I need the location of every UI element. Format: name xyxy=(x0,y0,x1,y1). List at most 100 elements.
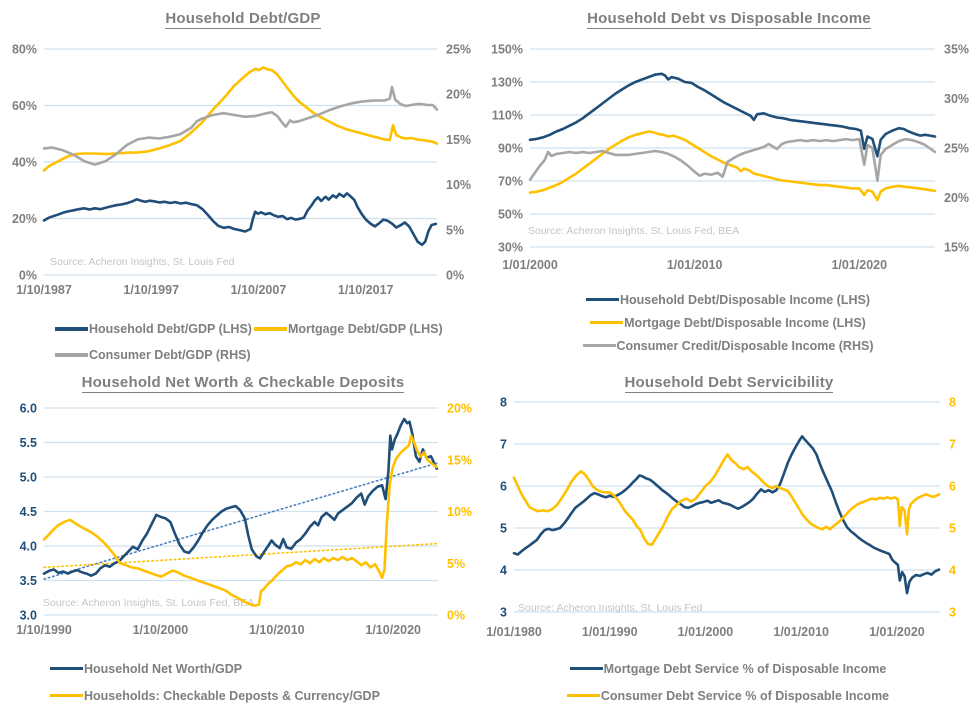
y-axis-tick-label-left: 70% xyxy=(498,175,523,189)
y-axis-tick-label-right: 10% xyxy=(446,178,471,192)
legend-item: Household Debt/GDP (LHS) xyxy=(55,322,252,336)
y-axis-tick-label-right: 25% xyxy=(944,142,969,156)
legend-row: Consumer Debt/GDP (RHS) xyxy=(0,342,486,365)
legend-swatch-icon xyxy=(585,297,619,302)
y-axis-tick-label-left: 130% xyxy=(491,76,523,90)
y-axis-tick-label-right: 0% xyxy=(447,609,465,623)
source-note: Source: Acheron Insights, St. Louis Fed xyxy=(50,256,235,268)
y-axis-tick-label-right: 15% xyxy=(944,241,969,255)
x-axis-tick-label: 1/10/1997 xyxy=(123,283,179,297)
legend-row: Mortgage Debt/Disposable Income (LHS) xyxy=(486,311,972,334)
series-line xyxy=(42,417,439,577)
legend-row: Mortgage Debt Service % of Disposable In… xyxy=(486,655,972,682)
legend-item: Consumer Debt/GDP (RHS) xyxy=(55,348,251,362)
y-axis-tick-label-left: 90% xyxy=(498,142,523,156)
y-axis-tick-label-left: 4.0 xyxy=(20,540,37,554)
x-axis-tick-label: 1/01/2020 xyxy=(831,258,887,272)
legend-series-label: Mortgage Debt Service % of Disposable In… xyxy=(603,661,887,676)
legend-row: Consumer Credit/Disposable Income (RHS) xyxy=(486,334,972,357)
y-axis-tick-label-right: 20% xyxy=(944,191,969,205)
y-axis-tick-label-right: 20% xyxy=(446,88,471,102)
legend-series-label: Household Debt/Disposable Income (LHS) xyxy=(619,292,871,307)
net-worth-checkable-deposits-plot-canvas: 3.0 3.5 4.0 4.5 5.0 5.5 6.0 0% 5% 10% 15% 20% 1/10/1… xyxy=(16,402,472,638)
legend-series-label: Mortgage Debt/GDP (LHS) xyxy=(287,322,443,336)
legend-item: Mortgage Debt Service % of Disposable In… xyxy=(569,661,887,676)
y-axis-tick-label-left: 30% xyxy=(498,241,523,255)
x-axis-tick-label: 1/10/1990 xyxy=(16,623,72,637)
legend-item: Household Debt/Disposable Income (LHS) xyxy=(585,292,871,307)
legend-swatch-icon xyxy=(50,666,83,671)
chart-title: Household Debt vs Disposable Income xyxy=(486,8,972,30)
y-axis-tick-label-left: 5.0 xyxy=(20,471,37,485)
y-axis-tick-label-left: 3.0 xyxy=(20,609,37,623)
y-axis-tick-label-right: 7 xyxy=(949,438,956,452)
chart-net-worth-checkable-deposits: Household Net Worth & Checkable Deposits… xyxy=(0,365,486,711)
chart-title-text: Household Net Worth & Checkable Deposits xyxy=(81,374,405,393)
y-axis-tick-label-left: 5 xyxy=(500,522,507,536)
chart-title-text: Household Debt vs Disposable Income xyxy=(587,10,871,29)
legend-swatch-icon xyxy=(55,327,88,331)
y-axis-tick-label-left: 20% xyxy=(12,212,37,226)
legend-row: Consumer Debt Service % of Disposable In… xyxy=(486,682,972,709)
chart-title: Household Debt/GDP xyxy=(0,8,486,30)
chart-title-text: Household Debt/GDP xyxy=(165,10,321,29)
y-axis-tick-label-right: 20% xyxy=(447,402,472,416)
y-axis-tick-label-left: 6.0 xyxy=(20,402,37,416)
legend-item: Households: Checkable Deposts & Currency… xyxy=(50,689,380,703)
x-axis-tick-label: 1/01/2010 xyxy=(773,625,829,639)
legend-series-label: Mortgage Debt/Disposable Income (LHS) xyxy=(624,315,866,330)
y-axis-tick-label-right: 35% xyxy=(944,43,969,57)
household-debt-gdp-plot-canvas: 0% 20% 40% 60% 80% 0% 5% 10% 15% 20% 25% 1/10/1987 1… xyxy=(12,43,471,298)
legend-series-label: Household Debt/GDP (LHS) xyxy=(89,322,252,336)
legend-row: Household Debt/GDP (LHS) Mortgage Debt/GD… xyxy=(0,316,486,342)
series-line xyxy=(528,72,937,158)
y-axis-tick-label-right: 8 xyxy=(949,397,956,410)
debt-vs-disposable-income-plot-canvas: 30% 50% 70% 90% 110% 130% 150% 15% 20% 25% 30% 35% 1… xyxy=(491,43,969,273)
y-axis-tick-label-left: 50% xyxy=(498,208,523,222)
y-axis-tick-label-left: 0% xyxy=(19,269,37,283)
y-axis-tick-label-right: 30% xyxy=(944,92,969,106)
series-line xyxy=(512,435,941,595)
y-axis-tick-label-left: 6 xyxy=(500,480,507,494)
series-line xyxy=(512,453,941,547)
series-line xyxy=(42,192,438,247)
legend-series-label: Household Net Worth/GDP xyxy=(84,661,243,676)
legend-swatch-icon xyxy=(582,343,616,348)
y-axis-tick-label-right: 15% xyxy=(447,453,472,467)
chart-legend: Household Debt/GDP (LHS) Mortgage Debt/GD… xyxy=(0,316,486,365)
y-axis-tick-label-left: 8 xyxy=(500,397,507,410)
x-axis-tick-label: 1/01/2000 xyxy=(678,625,734,639)
legend-series-label: Consumer Debt/GDP (RHS) xyxy=(89,348,251,362)
chart-title: Household Net Worth & Checkable Deposits xyxy=(0,372,486,394)
legend-item: Consumer Credit/Disposable Income (RHS) xyxy=(582,338,874,353)
y-axis-tick-label-left: 4.5 xyxy=(20,505,37,519)
legend-row: Households: Checkable Deposts & Currency… xyxy=(0,682,486,709)
source-note: Source: Acheron Insights, St. Louis Fed,… xyxy=(43,597,254,609)
legend-row: Household Debt/Disposable Income (LHS) xyxy=(486,288,972,311)
x-axis-tick-label: 1/10/2010 xyxy=(249,623,305,637)
x-axis-tick-label: 1/01/1980 xyxy=(486,625,542,639)
y-axis-tick-label-right: 5% xyxy=(446,223,464,237)
legend-item: Mortgage Debt/Disposable Income (LHS) xyxy=(590,316,866,330)
legend-item: Consumer Debt Service % of Disposable In… xyxy=(566,689,889,703)
y-axis-tick-label-left: 7 xyxy=(500,438,507,452)
legend-series-label: Consumer Credit/Disposable Income (RHS) xyxy=(616,338,874,353)
series-line xyxy=(528,130,937,202)
y-axis-tick-label-right: 6 xyxy=(949,480,956,494)
x-axis-tick-label: 1/10/2020 xyxy=(365,623,421,637)
legend-swatch-icon xyxy=(569,666,603,671)
y-axis-tick-label-right: 3 xyxy=(949,606,956,620)
chart-debt-vs-disposable-income: Household Debt vs Disposable Income 30% 5… xyxy=(486,0,972,365)
debt-servicibility-plot-canvas: 3 4 5 6 7 8 3 4 5 6 7 8 1/01/1980 1/01/1990 1/01/2000 1… xyxy=(486,397,956,639)
legend-swatch-icon xyxy=(50,693,83,698)
legend-item: Mortgage Debt/GDP (LHS) xyxy=(253,322,443,336)
legend-row: Household Net Worth/GDP xyxy=(0,655,486,682)
y-axis-tick-label-right: 5 xyxy=(949,522,956,536)
y-axis-tick-label-right: 4 xyxy=(949,564,956,578)
source-note: Source: Acheron Insights, St. Louis Fed,… xyxy=(528,225,739,237)
x-axis-tick-label: 1/10/2000 xyxy=(133,623,189,637)
chart-legend: Mortgage Debt Service % of Disposable In… xyxy=(486,655,972,709)
y-axis-tick-label-left: 150% xyxy=(491,43,523,57)
source-note: Source: Acheron Insights, St. Louis Fed xyxy=(518,602,703,614)
